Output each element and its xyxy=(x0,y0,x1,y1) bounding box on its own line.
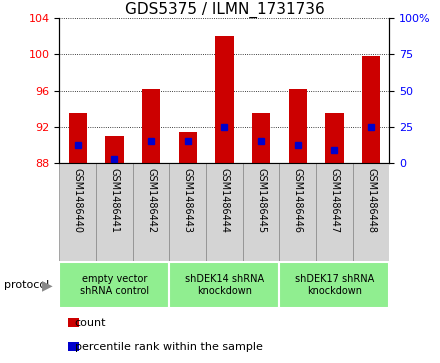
Bar xyxy=(142,89,160,163)
Bar xyxy=(169,262,279,307)
Text: GSM1486445: GSM1486445 xyxy=(256,168,266,233)
Bar xyxy=(243,163,279,261)
Bar xyxy=(289,89,307,163)
Text: protocol: protocol xyxy=(4,280,50,290)
Bar xyxy=(325,113,344,163)
Text: ▶: ▶ xyxy=(42,278,52,292)
Bar xyxy=(96,163,133,261)
Text: shDEK14 shRNA
knockdown: shDEK14 shRNA knockdown xyxy=(185,274,264,296)
Bar xyxy=(133,163,169,261)
Bar xyxy=(279,262,389,307)
Text: GSM1486448: GSM1486448 xyxy=(366,168,376,233)
Bar xyxy=(206,163,243,261)
Bar xyxy=(215,36,234,163)
Text: empty vector
shRNA control: empty vector shRNA control xyxy=(80,274,149,296)
Text: GSM1486442: GSM1486442 xyxy=(146,168,156,233)
Text: percentile rank within the sample: percentile rank within the sample xyxy=(75,342,263,352)
Bar xyxy=(59,163,96,261)
Bar xyxy=(362,56,380,163)
Text: GSM1486440: GSM1486440 xyxy=(73,168,83,233)
Bar xyxy=(279,163,316,261)
Text: GSM1486441: GSM1486441 xyxy=(110,168,119,233)
Text: GSM1486446: GSM1486446 xyxy=(293,168,303,233)
Text: GSM1486444: GSM1486444 xyxy=(220,168,229,233)
Bar xyxy=(105,136,124,163)
Text: GSM1486447: GSM1486447 xyxy=(330,168,339,233)
Bar xyxy=(353,163,389,261)
Text: count: count xyxy=(75,318,106,328)
Bar xyxy=(69,113,87,163)
Bar xyxy=(252,113,270,163)
Bar xyxy=(179,132,197,163)
Title: GDS5375 / ILMN_1731736: GDS5375 / ILMN_1731736 xyxy=(125,2,324,18)
Bar xyxy=(316,163,353,261)
Text: shDEK17 shRNA
knockdown: shDEK17 shRNA knockdown xyxy=(295,274,374,296)
Bar xyxy=(59,262,169,307)
Text: GSM1486443: GSM1486443 xyxy=(183,168,193,233)
Bar xyxy=(169,163,206,261)
